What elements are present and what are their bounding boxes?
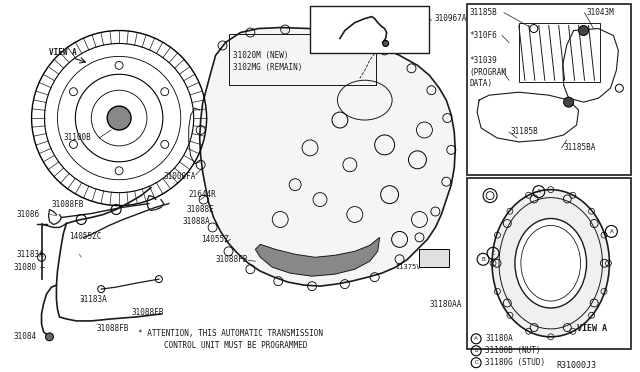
- Text: 31000FA: 31000FA: [164, 172, 196, 181]
- Text: 31020M (NEW): 31020M (NEW): [234, 51, 289, 60]
- Text: 31183A: 31183A: [79, 295, 107, 304]
- Text: 31086: 31086: [17, 210, 40, 219]
- Text: 31088A: 31088A: [183, 217, 211, 226]
- Text: 31088E: 31088E: [187, 205, 214, 214]
- Text: 31180G (STUD): 31180G (STUD): [485, 358, 545, 367]
- Bar: [228, 33, 376, 85]
- Text: 31185B: 31185B: [511, 128, 539, 137]
- Bar: [519, 23, 600, 82]
- Text: B: B: [474, 348, 478, 353]
- Text: *310F6: *310F6: [469, 31, 497, 40]
- Ellipse shape: [515, 218, 586, 308]
- Text: VIEW A: VIEW A: [577, 324, 607, 333]
- Bar: [467, 178, 631, 349]
- Bar: [228, 33, 376, 85]
- Text: A: A: [474, 336, 478, 341]
- Bar: [467, 4, 631, 175]
- Text: 31088FB: 31088FB: [51, 200, 84, 209]
- Text: *31039: *31039: [469, 56, 497, 65]
- Text: A: A: [537, 189, 541, 194]
- Text: 31084: 31084: [13, 332, 37, 341]
- Text: B: B: [481, 257, 485, 262]
- Circle shape: [45, 333, 54, 341]
- Text: * ATTENTION, THIS AUTOMATIC TRANSMISSION: * ATTENTION, THIS AUTOMATIC TRANSMISSION: [138, 329, 323, 339]
- Polygon shape: [200, 28, 455, 286]
- Text: 31185BA: 31185BA: [564, 143, 596, 153]
- Text: C: C: [491, 251, 495, 256]
- Text: R31000J3: R31000J3: [557, 361, 596, 370]
- Text: C: C: [474, 360, 478, 365]
- Text: 14055ZC: 14055ZC: [69, 232, 102, 241]
- Text: 31182EA: 31182EA: [358, 39, 390, 48]
- Circle shape: [107, 106, 131, 130]
- Ellipse shape: [492, 190, 609, 337]
- Text: 31180AA: 31180AA: [429, 299, 462, 308]
- Text: 31088FB: 31088FB: [131, 308, 163, 317]
- Text: I1375V: I1375V: [396, 264, 421, 270]
- Text: 31088FB: 31088FB: [96, 324, 129, 333]
- Bar: [419, 249, 449, 267]
- Text: 310967A: 310967A: [435, 14, 467, 23]
- Bar: [310, 6, 429, 54]
- Polygon shape: [255, 237, 380, 276]
- Text: 21644R: 21644R: [189, 190, 216, 199]
- Text: DATA): DATA): [469, 79, 492, 88]
- Text: 31098Z: 31098Z: [315, 14, 343, 23]
- Text: 3102MG (REMAIN): 3102MG (REMAIN): [234, 63, 303, 72]
- Text: 31180B (NUT): 31180B (NUT): [485, 346, 541, 355]
- Circle shape: [579, 26, 589, 35]
- Text: 31043M: 31043M: [586, 8, 614, 17]
- Text: CONTROL UNIT MUST BE PROGRAMMED: CONTROL UNIT MUST BE PROGRAMMED: [164, 341, 307, 350]
- Text: 31088FB: 31088FB: [216, 255, 248, 264]
- Text: VIEW A: VIEW A: [49, 48, 77, 57]
- Text: 31080: 31080: [13, 263, 37, 272]
- Text: 31180A: 31180A: [485, 334, 513, 343]
- Text: 14055Z: 14055Z: [201, 235, 228, 244]
- Text: 31185B: 31185B: [469, 8, 497, 17]
- Text: 31183A: 31183A: [17, 250, 44, 259]
- Text: 31100B: 31100B: [63, 134, 91, 142]
- Text: A: A: [609, 229, 613, 234]
- Circle shape: [564, 97, 573, 107]
- Circle shape: [383, 41, 388, 46]
- Text: (PROGRAM: (PROGRAM: [469, 68, 506, 77]
